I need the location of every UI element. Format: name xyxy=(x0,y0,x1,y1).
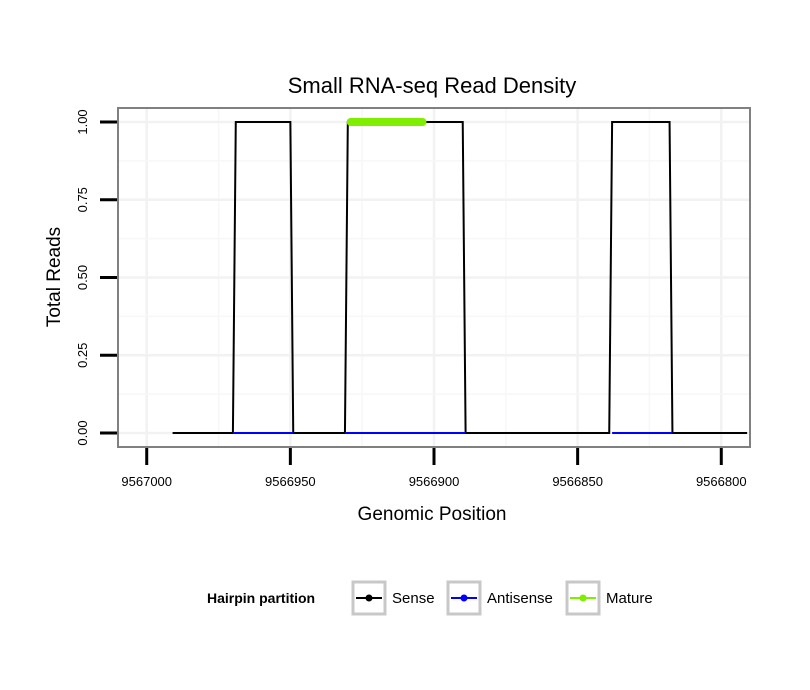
plot-border xyxy=(117,107,751,448)
legend-title: Hairpin partition xyxy=(207,590,315,606)
x-axis-title: Genomic Position xyxy=(358,504,507,525)
y-tick-label: 0.75 xyxy=(75,187,90,212)
legend-label-antisense: Antisense xyxy=(487,590,553,607)
grid xyxy=(118,108,750,447)
y-axis-title: Total Reads xyxy=(44,227,65,327)
y-tick-label: 1.00 xyxy=(75,109,90,134)
legend-label-sense: Sense xyxy=(392,590,435,607)
y-tick-label: 0.50 xyxy=(75,265,90,290)
y-tick-label: 0.25 xyxy=(75,343,90,368)
legend-item-mature: Mature xyxy=(565,580,653,616)
legend-point-antisense xyxy=(460,594,468,602)
x-tick-label: 9566900 xyxy=(409,474,460,489)
x-tick-label: 9566850 xyxy=(552,474,603,489)
chart-title: Small RNA-seq Read Density xyxy=(288,73,577,98)
y-tick-label: 0.00 xyxy=(75,420,90,445)
series-layer xyxy=(172,117,748,435)
x-tick-label: 9567000 xyxy=(121,474,172,489)
legend-point-sense xyxy=(365,594,373,602)
legend-point-mature xyxy=(579,594,587,602)
x-axis: 9567000 9566950 9566900 9566850 9566800 xyxy=(121,448,747,489)
y-axis: 0.00 0.25 0.50 0.75 1.00 xyxy=(75,109,117,446)
legend-label-mature: Mature xyxy=(606,590,653,607)
x-tick-label: 9566800 xyxy=(696,474,747,489)
x-tick-label: 9566950 xyxy=(265,474,316,489)
legend-item-sense: Sense xyxy=(351,580,435,616)
legend: Hairpin partition Sense Antisense Mature xyxy=(207,580,653,616)
legend-item-antisense: Antisense xyxy=(446,580,553,616)
